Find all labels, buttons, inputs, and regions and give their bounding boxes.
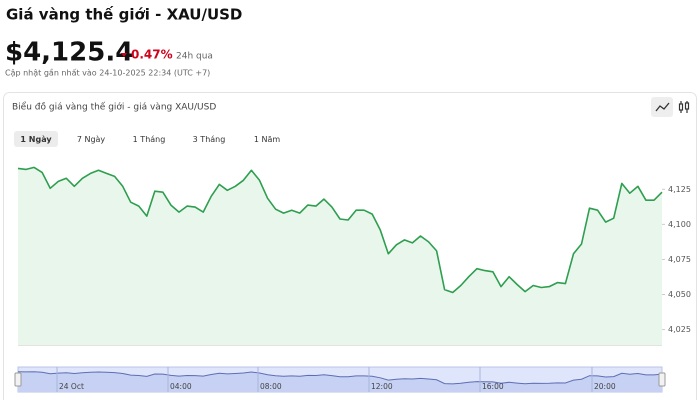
navigator-handle[interactable]	[14, 372, 22, 387]
card-title: Biểu đồ giá vàng thế giới - giá vàng XAU…	[12, 102, 216, 113]
change: 0.47%	[131, 48, 173, 62]
navigator-label: 04:00	[170, 382, 192, 391]
updated: Cập nhật gần nhất vào 24-10-2025 22:34 (…	[5, 68, 210, 79]
navigator-label: 12:00	[371, 382, 393, 391]
tab[interactable]: 7 Ngày	[77, 135, 106, 144]
line-icon-glyph	[655, 102, 670, 112]
y-tick-label: 4,050	[668, 290, 691, 299]
y-tick-label: 4,125	[668, 185, 691, 194]
navigator-label: 24 Oct	[59, 382, 84, 391]
y-tick-label: 4,075	[668, 255, 691, 264]
tab[interactable]: 1 Năm	[254, 135, 281, 144]
tab[interactable]: 1 Tháng	[133, 135, 166, 144]
page-title: Giá vàng thế giới - XAU/USD	[6, 5, 242, 24]
tab[interactable]: 3 Tháng	[193, 135, 226, 144]
tab-selected-bg	[14, 131, 58, 147]
change-period: 24h qua	[176, 52, 213, 62]
navigator-line	[17, 371, 663, 385]
navigator-area	[18, 371, 662, 392]
tab[interactable]: 1 Ngày	[20, 135, 52, 144]
y-tick-label: 4,100	[668, 220, 691, 229]
navigator-label: 08:00	[260, 382, 282, 391]
navigator-handle[interactable]	[658, 372, 666, 387]
navigator-label: 20:00	[594, 382, 616, 391]
price: $4,125.4	[5, 38, 133, 68]
price-line	[17, 166, 663, 294]
down-arrow	[121, 53, 127, 57]
candle-icon[interactable]	[678, 101, 690, 113]
navigator-label: 16:00	[482, 382, 504, 391]
area	[18, 167, 662, 345]
y-tick-label: 4,025	[668, 325, 691, 334]
